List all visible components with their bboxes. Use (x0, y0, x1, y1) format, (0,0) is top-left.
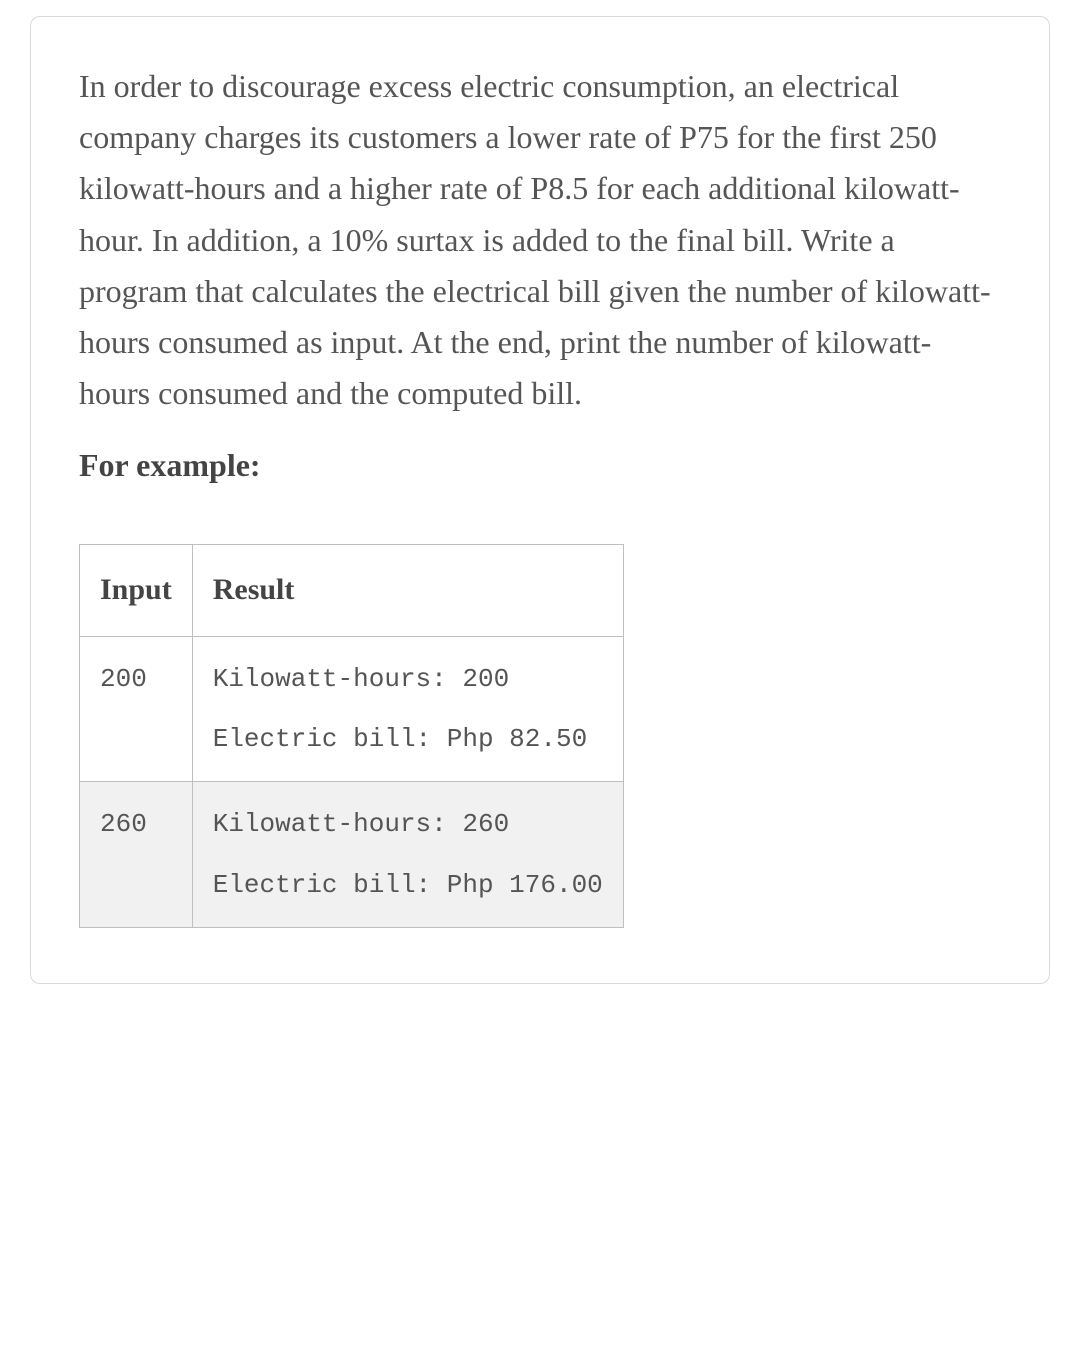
problem-statement: In order to discourage excess electric c… (79, 61, 1001, 419)
result-line: Electric bill: Php 82.50 (213, 719, 603, 759)
cell-result: Kilowatt-hours: 200 Electric bill: Php 8… (192, 636, 623, 782)
example-table: Input Result 200 Kilowatt-hours: 200 Ele… (79, 544, 624, 928)
example-table-wrap: Input Result 200 Kilowatt-hours: 200 Ele… (79, 544, 1001, 928)
cell-result: Kilowatt-hours: 260 Electric bill: Php 1… (192, 782, 623, 928)
cell-input: 200 (80, 636, 193, 782)
result-line: Kilowatt-hours: 200 (213, 659, 603, 699)
result-line: Kilowatt-hours: 260 (213, 804, 603, 844)
problem-card: In order to discourage excess electric c… (30, 16, 1050, 984)
table-row: 260 Kilowatt-hours: 260 Electric bill: P… (80, 782, 624, 928)
cell-input: 260 (80, 782, 193, 928)
page: In order to discourage excess electric c… (0, 0, 1080, 1024)
result-line: Electric bill: Php 176.00 (213, 865, 603, 905)
table-header-row: Input Result (80, 545, 624, 637)
col-header-result: Result (192, 545, 623, 637)
table-row: 200 Kilowatt-hours: 200 Electric bill: P… (80, 636, 624, 782)
for-example-label: For example: (79, 447, 1001, 484)
col-header-input: Input (80, 545, 193, 637)
